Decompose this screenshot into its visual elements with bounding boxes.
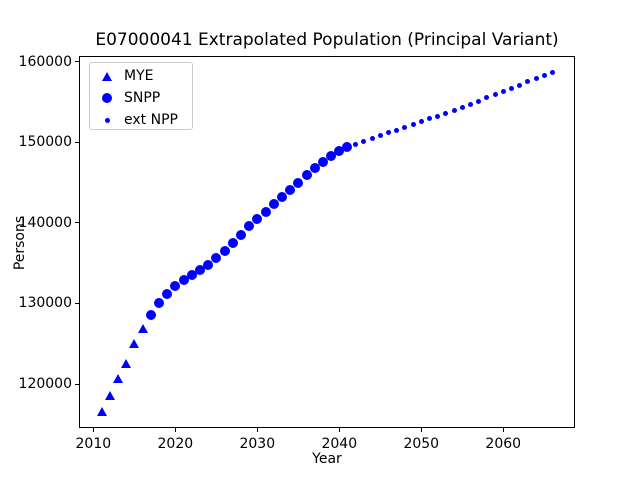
- y-tick-label: 130000: [18, 295, 72, 312]
- data-point-snpp: [276, 192, 287, 203]
- y-tick: [75, 222, 79, 224]
- data-point-ext-npp: [369, 136, 375, 142]
- x-tick-label: 2050: [403, 436, 440, 452]
- data-point-snpp: [211, 253, 222, 264]
- x-tick: [92, 428, 94, 432]
- y-tick-label: 140000: [18, 214, 72, 231]
- data-point-ext-npp: [435, 113, 441, 119]
- x-tick: [338, 428, 340, 432]
- x-tick: [502, 428, 504, 432]
- data-point-snpp: [293, 177, 304, 188]
- data-point-snpp: [260, 206, 271, 217]
- data-point-snpp: [194, 265, 205, 276]
- data-point-snpp: [235, 229, 246, 240]
- data-point-snpp: [219, 246, 230, 257]
- data-point-ext-npp: [500, 88, 506, 94]
- data-point-ext-npp: [361, 138, 367, 144]
- data-point-snpp: [162, 289, 173, 300]
- x-axis-label: Year: [312, 451, 342, 467]
- data-point-snpp: [334, 146, 345, 157]
- x-tick-label: 2040: [321, 436, 358, 452]
- data-point-ext-npp: [467, 101, 473, 107]
- data-point-ext-npp: [476, 98, 482, 104]
- circle-marker-icon: [90, 93, 124, 103]
- data-point-ext-npp: [418, 119, 424, 125]
- y-tick: [75, 61, 79, 63]
- data-point-ext-npp: [492, 92, 498, 98]
- data-point-snpp: [301, 170, 312, 181]
- data-point-snpp: [285, 184, 296, 195]
- legend-label: ext NPP: [124, 112, 178, 128]
- data-point-mye: [137, 323, 148, 333]
- data-point-snpp: [186, 270, 197, 281]
- data-point-ext-npp: [353, 141, 359, 147]
- legend-item-mye: MYE: [90, 65, 192, 87]
- data-point-ext-npp: [459, 105, 465, 111]
- y-tick-label: 150000: [18, 134, 72, 151]
- data-point-snpp: [326, 150, 337, 161]
- data-point-ext-npp: [426, 116, 432, 122]
- chart-title: E07000041 Extrapolated Population (Princ…: [95, 30, 559, 50]
- legend-item-extnpp: ext NPP: [90, 109, 192, 131]
- data-point-ext-npp: [533, 76, 539, 82]
- data-point-snpp: [153, 298, 164, 309]
- data-point-snpp: [178, 274, 189, 285]
- x-tick-label: 2020: [157, 436, 194, 452]
- y-tick-label: 160000: [18, 53, 72, 70]
- data-point-ext-npp: [410, 122, 416, 128]
- dot-marker-icon: [90, 117, 124, 123]
- data-point-ext-npp: [508, 85, 514, 91]
- data-point-snpp: [227, 238, 238, 248]
- data-point-mye: [96, 406, 107, 416]
- legend-label: SNPP: [124, 90, 161, 106]
- data-point-ext-npp: [517, 82, 523, 88]
- x-tick-label: 2060: [485, 436, 522, 452]
- data-point-ext-npp: [377, 133, 383, 139]
- data-point-snpp: [203, 259, 214, 270]
- legend: MYE SNPP ext NPP: [89, 62, 193, 130]
- y-tick: [75, 383, 79, 385]
- data-point-snpp: [342, 142, 353, 153]
- x-tick-label: 2010: [75, 436, 112, 452]
- data-point-ext-npp: [541, 73, 547, 79]
- data-point-ext-npp: [402, 124, 408, 130]
- data-point-snpp: [252, 213, 263, 224]
- data-point-ext-npp: [525, 79, 531, 85]
- data-point-ext-npp: [394, 127, 400, 133]
- data-point-mye: [112, 374, 123, 384]
- y-tick: [75, 141, 79, 143]
- data-point-ext-npp: [443, 110, 449, 116]
- data-point-snpp: [170, 281, 181, 292]
- x-tick: [174, 428, 176, 432]
- data-point-mye: [104, 390, 115, 400]
- x-tick: [420, 428, 422, 432]
- y-tick-label: 120000: [18, 376, 72, 393]
- legend-label: MYE: [124, 68, 154, 84]
- data-point-snpp: [309, 163, 320, 174]
- data-point-ext-npp: [451, 107, 457, 113]
- data-point-snpp: [145, 310, 156, 321]
- data-point-ext-npp: [549, 70, 555, 76]
- data-point-ext-npp: [484, 95, 490, 101]
- legend-item-snpp: SNPP: [90, 87, 192, 109]
- y-axis-label: Persons: [12, 215, 28, 271]
- y-tick: [75, 302, 79, 304]
- data-point-mye: [129, 338, 140, 348]
- x-tick-label: 2030: [239, 436, 276, 452]
- data-point-mye: [121, 358, 132, 368]
- data-point-snpp: [268, 199, 279, 210]
- triangle-marker-icon: [90, 71, 124, 81]
- x-tick: [256, 428, 258, 432]
- data-point-snpp: [244, 221, 255, 232]
- data-point-snpp: [317, 156, 328, 167]
- plot-area: MYE SNPP ext NPP: [79, 56, 575, 428]
- data-point-ext-npp: [385, 130, 391, 136]
